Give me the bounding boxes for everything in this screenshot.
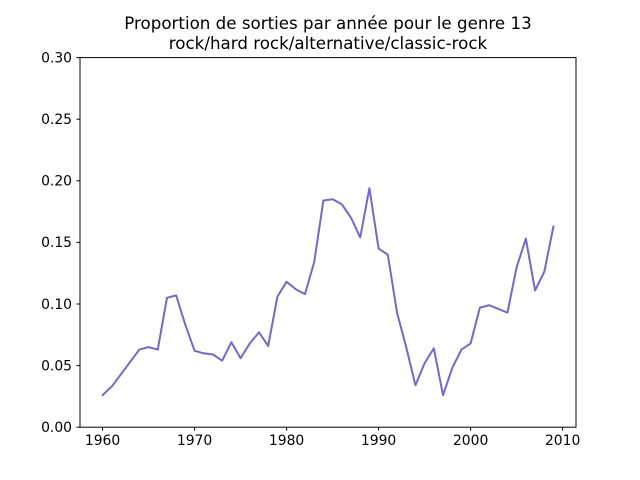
data-line xyxy=(101,187,555,397)
x-tick-label: 1960 xyxy=(85,433,120,449)
x-tick-label: 1990 xyxy=(361,433,396,449)
x-tick-label: 1970 xyxy=(177,433,212,449)
y-tick-label: 0.10 xyxy=(41,297,72,313)
x-tick-label: 2010 xyxy=(545,433,580,449)
chart-title-line1: Proportion de sorties par année pour le … xyxy=(124,13,531,33)
y-tick-label: 0.15 xyxy=(41,235,72,251)
y-tick-label: 0.30 xyxy=(41,50,72,66)
axes: 1960 1970 1980 1990 2000 2010 0.00 0.05 0.10 0.15… xyxy=(41,50,580,448)
y-tick-label: 0.25 xyxy=(41,112,72,128)
y-tick-label: 0.00 xyxy=(41,420,72,436)
chart-title-line2: rock/hard rock/alternative/classic-rock xyxy=(169,33,488,53)
plot-border xyxy=(79,57,577,428)
plot-area xyxy=(101,187,555,397)
y-tick-label: 0.20 xyxy=(41,174,72,190)
x-tick-label: 1980 xyxy=(269,433,304,449)
y-tick-label: 0.05 xyxy=(41,358,72,374)
x-tick-label: 2000 xyxy=(453,433,488,449)
